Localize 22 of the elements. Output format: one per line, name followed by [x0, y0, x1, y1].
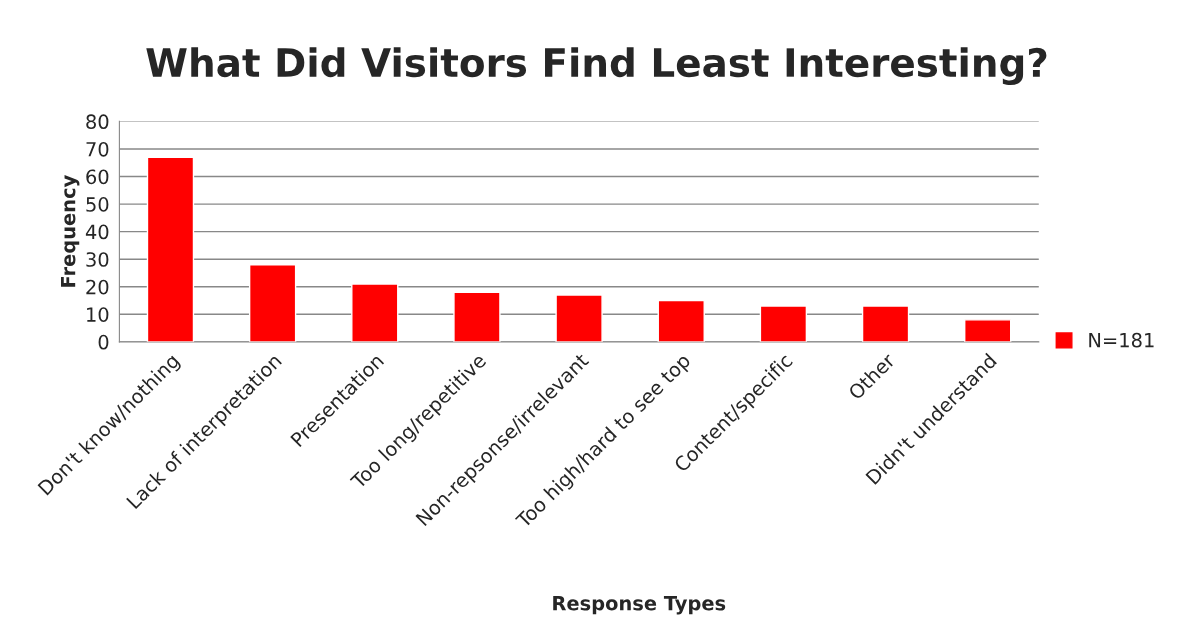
- y-tick-label: 60: [86, 169, 109, 185]
- bar: [964, 319, 1012, 342]
- bar: [555, 294, 603, 342]
- y-tick-label: 80: [86, 114, 109, 130]
- y-axis-title: Frequency: [61, 175, 80, 287]
- y-tick-label: 10: [87, 307, 109, 322]
- y-tick-label: 30: [86, 252, 109, 267]
- y-tick-label: 40: [85, 224, 109, 240]
- legend-label: N=181: [1089, 332, 1154, 348]
- y-tick-label: 70: [86, 141, 109, 157]
- bar: [453, 291, 501, 342]
- bar: [146, 156, 195, 342]
- chart-title: What Did Visitors Find Least Interesting?: [146, 47, 1047, 86]
- y-tick-label: 20: [86, 279, 109, 295]
- x-axis-title: Response Types: [553, 596, 726, 615]
- bar: [248, 264, 297, 342]
- bar: [657, 299, 705, 342]
- bar: [861, 305, 910, 342]
- y-tick-label: 50: [86, 197, 109, 212]
- bar: [759, 305, 808, 342]
- bar: [351, 283, 399, 342]
- y-tick-label: 0: [98, 334, 109, 350]
